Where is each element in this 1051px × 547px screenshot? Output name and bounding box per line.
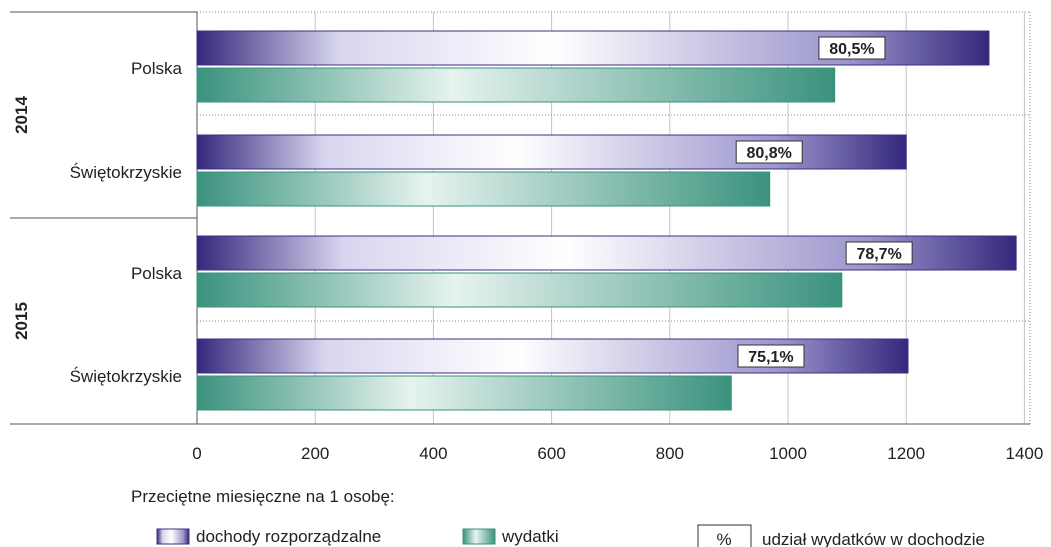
share-label-2015-2: 75,1% [748, 349, 793, 366]
bar-wydatki-2014-2 [196, 171, 771, 207]
legend-label-wydatki: wydatki [501, 527, 559, 546]
x-tick-label-1000: 1000 [769, 444, 807, 463]
legend-share-label: udział wydatków w dochodzie [762, 530, 985, 547]
year-label-2015: 2015 [12, 302, 31, 340]
category-label-2015-2: Świętokrzyskie [70, 367, 182, 386]
share-label-2015-1: 78,7% [856, 246, 901, 263]
legend-swatch-wydatki [462, 528, 496, 545]
x-tick-label-1200: 1200 [887, 444, 925, 463]
x-tick-label-800: 800 [656, 444, 684, 463]
share-label-box-2015-2 [737, 344, 805, 368]
x-axis: 0 200 400 600 800 1000 1200 1400 [192, 444, 1043, 463]
data-labels: 80,5% 80,8% 78,7% 75,1% [735, 36, 913, 368]
category-label-2014-1: Polska [131, 59, 183, 78]
category-label-2014-2: Świętokrzyskie [70, 163, 182, 182]
bar-wydatki-2015-2 [196, 375, 732, 411]
legend-label-dochody: dochody rozporządzalne [196, 527, 381, 546]
legend-share-symbol: % [716, 530, 731, 547]
bar-wydatki-2014-1 [196, 67, 836, 103]
share-label-2014-2: 80,8% [747, 145, 792, 162]
share-label-2014-1: 80,5% [829, 41, 874, 58]
legend-share-box [697, 524, 752, 547]
share-label-box-2014-2 [735, 140, 803, 164]
year-label-2014: 2014 [12, 96, 31, 134]
legend-heading: Przeciętne miesięczne na 1 osobę: [131, 487, 395, 506]
category-label-2015-1: Polska [131, 264, 183, 283]
category-labels: Polska Świętokrzyskie 2014 Polska Świętokrzy… [12, 59, 183, 386]
bars [196, 30, 1017, 411]
x-tick-label-200: 200 [301, 444, 329, 463]
share-label-box-2014-1 [818, 36, 886, 60]
bar-wydatki-2015-1 [196, 272, 843, 308]
share-label-box-2015-1 [845, 241, 913, 265]
legend-swatch-dochody [156, 528, 190, 545]
x-tick-label-400: 400 [419, 444, 447, 463]
x-tick-label-0: 0 [192, 444, 201, 463]
x-tick-label-600: 600 [537, 444, 565, 463]
x-tick-label-1400: 1400 [1005, 444, 1043, 463]
legend: Przeciętne miesięczne na 1 osobę: dochody… [131, 487, 985, 547]
